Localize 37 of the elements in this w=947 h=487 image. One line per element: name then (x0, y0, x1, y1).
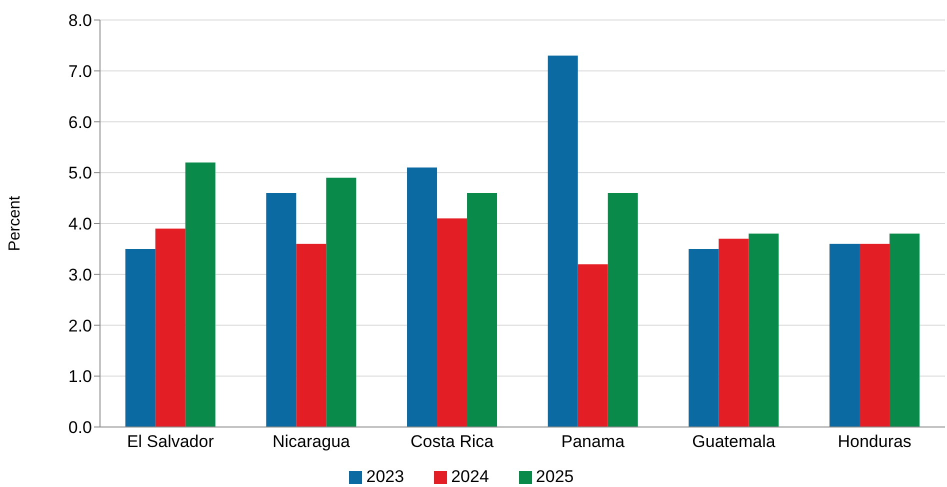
x-tick-label: Panama (561, 432, 626, 452)
y-tick-label: 0.0 (68, 418, 92, 438)
bar (467, 192, 498, 427)
bar (437, 218, 468, 427)
bar (125, 248, 156, 427)
y-tick-label: 5.0 (68, 164, 92, 183)
x-tick-label: Costa Rica (410, 432, 494, 452)
bar (578, 264, 608, 427)
bar (718, 238, 749, 427)
y-tick-label: 4.0 (68, 214, 92, 234)
x-tick-label: Nicaragua (272, 432, 351, 452)
y-tick-label: 3.0 (68, 265, 92, 284)
bar (860, 244, 890, 427)
legend-label: 2024 (451, 467, 489, 486)
y-tick-label: 8.0 (68, 11, 92, 30)
x-tick-label: Honduras (838, 432, 912, 452)
x-tick-label: Guatemala (692, 432, 776, 452)
y-tick-label: 7.0 (68, 62, 92, 81)
bar (326, 178, 356, 427)
legend-label: 2025 (536, 467, 574, 486)
bar (185, 162, 216, 427)
bar (890, 234, 920, 427)
bar (266, 192, 296, 427)
bar (748, 234, 779, 427)
bar (688, 248, 719, 427)
bar (830, 244, 860, 427)
bar (608, 192, 638, 427)
y-axis-title: Percent (6, 195, 24, 252)
legend-label: 2023 (366, 467, 404, 486)
x-tick-label: El Salvador (126, 432, 214, 452)
y-tick-label: 1.0 (68, 367, 92, 386)
bar (548, 56, 578, 427)
bar (155, 228, 186, 427)
bar (296, 244, 326, 427)
y-tick-label: 2.0 (68, 316, 92, 336)
bar (407, 168, 438, 427)
y-tick-label: 6.0 (68, 112, 92, 132)
